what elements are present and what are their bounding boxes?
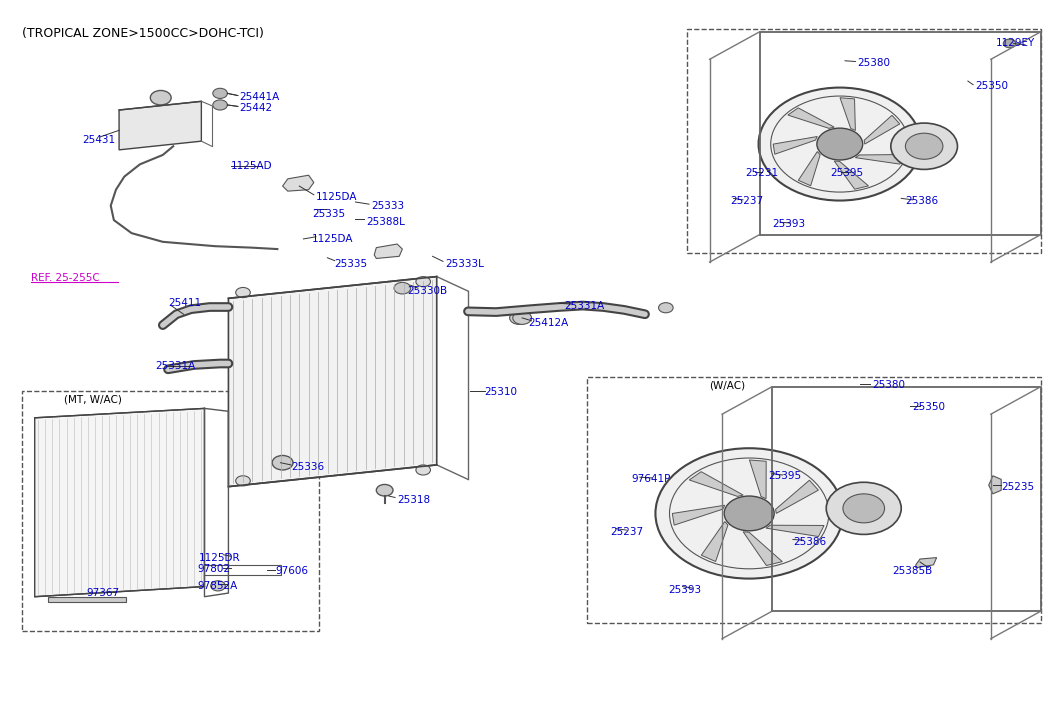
Text: 25235: 25235 [1001, 481, 1034, 491]
Text: 25441A: 25441A [239, 92, 280, 102]
Text: (W/AC): (W/AC) [710, 380, 745, 390]
Text: 25335: 25335 [312, 209, 344, 219]
Circle shape [376, 484, 393, 496]
Text: 25231: 25231 [745, 168, 778, 178]
Text: 25350: 25350 [913, 402, 945, 412]
Text: 25330B: 25330B [407, 286, 448, 296]
Polygon shape [701, 521, 728, 561]
Text: 25431: 25431 [83, 135, 116, 145]
Polygon shape [787, 108, 834, 129]
Circle shape [394, 282, 410, 294]
Text: 25386: 25386 [906, 196, 938, 206]
Polygon shape [864, 116, 899, 144]
Circle shape [272, 456, 293, 470]
Text: 25237: 25237 [731, 196, 763, 206]
Polygon shape [834, 161, 869, 189]
Text: 25237: 25237 [610, 526, 644, 537]
Circle shape [213, 88, 227, 98]
Text: 25333L: 25333L [445, 259, 484, 268]
Circle shape [510, 311, 529, 324]
Text: 97852A: 97852A [197, 581, 238, 591]
Polygon shape [743, 531, 782, 566]
Text: (TROPICAL ZONE>1500CC>DOHC-TCI): (TROPICAL ZONE>1500CC>DOHC-TCI) [22, 27, 264, 40]
Circle shape [1003, 39, 1016, 48]
Circle shape [213, 100, 227, 110]
Polygon shape [48, 598, 127, 603]
Circle shape [906, 133, 943, 159]
Polygon shape [228, 276, 437, 486]
Text: 97367: 97367 [87, 588, 120, 598]
Text: 25350: 25350 [975, 81, 1008, 91]
Text: 25393: 25393 [772, 220, 805, 230]
Text: 25331A: 25331A [156, 361, 196, 371]
Text: 25335: 25335 [335, 259, 367, 268]
Text: REF. 25-255C: REF. 25-255C [30, 273, 99, 283]
Circle shape [655, 449, 843, 579]
Circle shape [416, 276, 430, 286]
Text: 25393: 25393 [668, 585, 701, 595]
Polygon shape [766, 525, 824, 537]
Text: 25336: 25336 [291, 462, 325, 472]
Circle shape [817, 128, 863, 160]
Text: 1125DA: 1125DA [312, 234, 353, 244]
Text: 1125AD: 1125AD [230, 161, 272, 171]
Text: 25411: 25411 [168, 298, 201, 308]
Text: 25395: 25395 [767, 472, 801, 481]
Text: 25386: 25386 [793, 537, 826, 547]
Polygon shape [840, 97, 855, 130]
Text: 1125DR: 1125DR [199, 553, 241, 563]
Polygon shape [773, 137, 818, 154]
Text: 25333: 25333 [371, 201, 404, 211]
Text: 1125DA: 1125DA [316, 192, 357, 202]
Circle shape [513, 311, 532, 324]
Polygon shape [855, 155, 905, 164]
Polygon shape [776, 481, 819, 513]
Text: 97802: 97802 [197, 564, 230, 574]
Polygon shape [672, 505, 725, 525]
Circle shape [826, 482, 901, 534]
Polygon shape [988, 475, 1001, 494]
Polygon shape [283, 175, 314, 191]
Text: 25385B: 25385B [892, 566, 932, 576]
Polygon shape [689, 472, 743, 497]
Text: 25395: 25395 [830, 168, 864, 178]
Text: 1129EY: 1129EY [996, 39, 1035, 49]
Text: 25388L: 25388L [365, 217, 405, 227]
Circle shape [416, 465, 430, 475]
Circle shape [659, 302, 673, 313]
Polygon shape [798, 152, 820, 185]
Text: 25310: 25310 [485, 387, 517, 398]
Circle shape [236, 475, 250, 486]
Circle shape [725, 496, 774, 531]
Polygon shape [119, 101, 201, 150]
Circle shape [210, 581, 225, 591]
Circle shape [843, 494, 885, 523]
Circle shape [891, 123, 957, 169]
Polygon shape [35, 409, 204, 597]
Polygon shape [374, 244, 402, 259]
Text: 97641P: 97641P [631, 475, 671, 484]
Circle shape [758, 87, 921, 201]
Text: 25318: 25318 [397, 494, 430, 505]
Polygon shape [916, 558, 937, 568]
Text: (MT, W/AC): (MT, W/AC) [64, 395, 121, 405]
Text: 97606: 97606 [275, 566, 308, 577]
Polygon shape [750, 460, 766, 499]
Text: 25380: 25380 [857, 58, 891, 68]
Circle shape [151, 90, 171, 105]
Text: 25380: 25380 [872, 380, 905, 390]
Text: 25331A: 25331A [563, 300, 604, 310]
Text: 25442: 25442 [239, 103, 272, 113]
Circle shape [236, 287, 250, 297]
Text: 25412A: 25412A [529, 318, 569, 328]
